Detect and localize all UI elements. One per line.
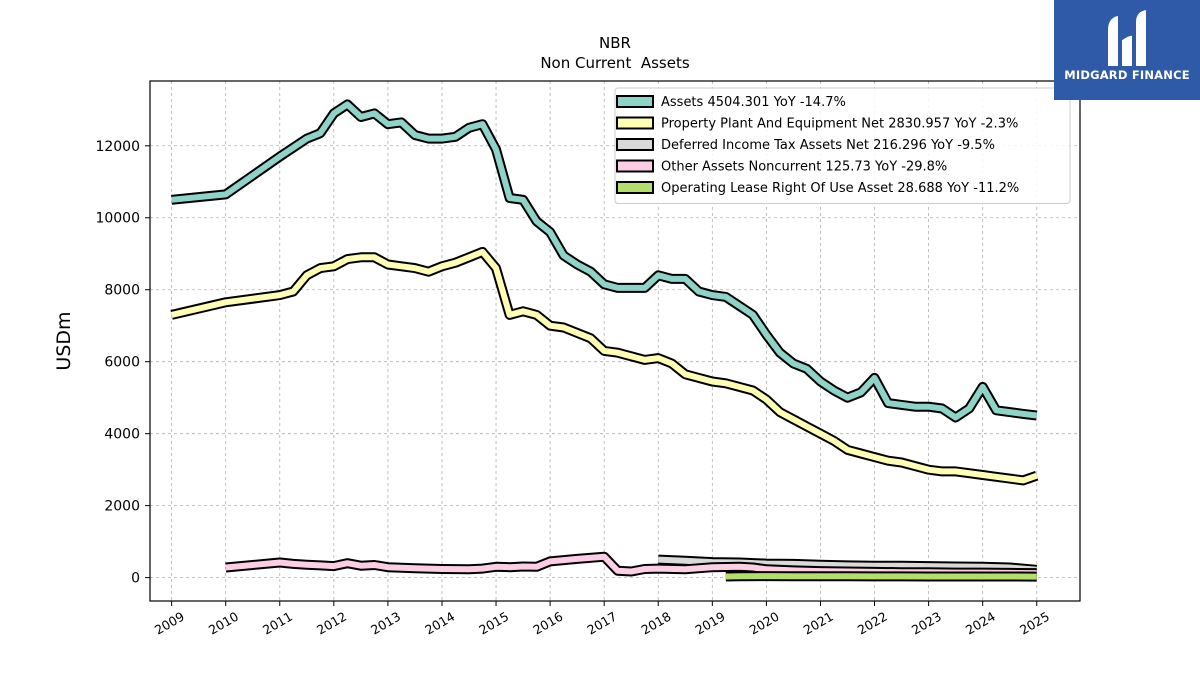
x-tick-label: 2024	[963, 609, 998, 638]
series-0	[171, 99, 1038, 423]
y-tick-label: 4000	[104, 427, 140, 443]
legend: Assets 4504.301 YoY -14.7% Property Plant…	[614, 87, 1071, 204]
x-tick-label: 2011	[260, 609, 295, 638]
x-tick-label: 2018	[638, 609, 673, 638]
legend-label: Other Assets Noncurrent 125.73 YoY -29.8…	[661, 160, 947, 175]
legend-label: Property Plant And Equipment Net 2830.95…	[661, 117, 1018, 132]
legend-swatch	[616, 95, 654, 108]
legend-label: Operating Lease Right Of Use Asset 28.68…	[661, 181, 1019, 196]
series-1	[170, 246, 1039, 486]
x-tick-label: 2016	[530, 609, 565, 638]
x-tick-label: 2023	[909, 609, 944, 638]
brand-logo: MIDGARD FINANCE	[1054, 0, 1200, 100]
series-lines	[170, 99, 1039, 582]
x-tick-label: 2025	[1017, 609, 1052, 638]
legend-box	[614, 87, 1071, 204]
legend-swatch	[616, 116, 654, 130]
x-tick-label: 2009	[152, 609, 187, 638]
series-4	[725, 571, 1037, 582]
brand-mark-icon	[1108, 10, 1146, 66]
legend-swatch	[616, 159, 654, 173]
x-tick-label: 2021	[801, 609, 836, 638]
legend-label: Assets 4504.301 YoY -14.7%	[661, 95, 846, 110]
y-tick-label: 6000	[104, 355, 140, 371]
series-line	[170, 248, 1038, 484]
x-tick-label: 2017	[584, 609, 619, 638]
legend-swatch	[616, 138, 654, 151]
legend-swatch	[616, 181, 654, 194]
x-tick-label: 2022	[855, 609, 890, 638]
y-tick-label: 12000	[95, 139, 140, 155]
x-tick-label: 2014	[422, 609, 457, 638]
y-tick-label: 10000	[95, 211, 140, 227]
x-tick-label: 2012	[314, 609, 349, 638]
legend-label: Deferred Income Tax Assets Net 216.296 Y…	[661, 138, 995, 153]
y-tick-label: 2000	[104, 499, 140, 515]
series-line	[725, 573, 1037, 580]
chart-title: NBR	[599, 34, 631, 52]
series-line	[171, 101, 1038, 421]
brand-name: MIDGARD FINANCE	[1064, 68, 1190, 82]
x-tick-label: 2013	[368, 609, 403, 638]
chart-subtitle: Non Current Assets	[540, 54, 690, 72]
plot-frame	[149, 80, 1081, 602]
y-axis-label: USDm	[53, 311, 75, 370]
y-tick-label: 0	[131, 571, 140, 587]
x-tick-label: 2020	[747, 609, 782, 638]
x-tick-label: 2019	[693, 609, 728, 638]
x-tick-label: 2010	[206, 609, 241, 638]
y-tick-label: 8000	[104, 283, 140, 299]
x-tick-label: 2015	[476, 609, 511, 638]
